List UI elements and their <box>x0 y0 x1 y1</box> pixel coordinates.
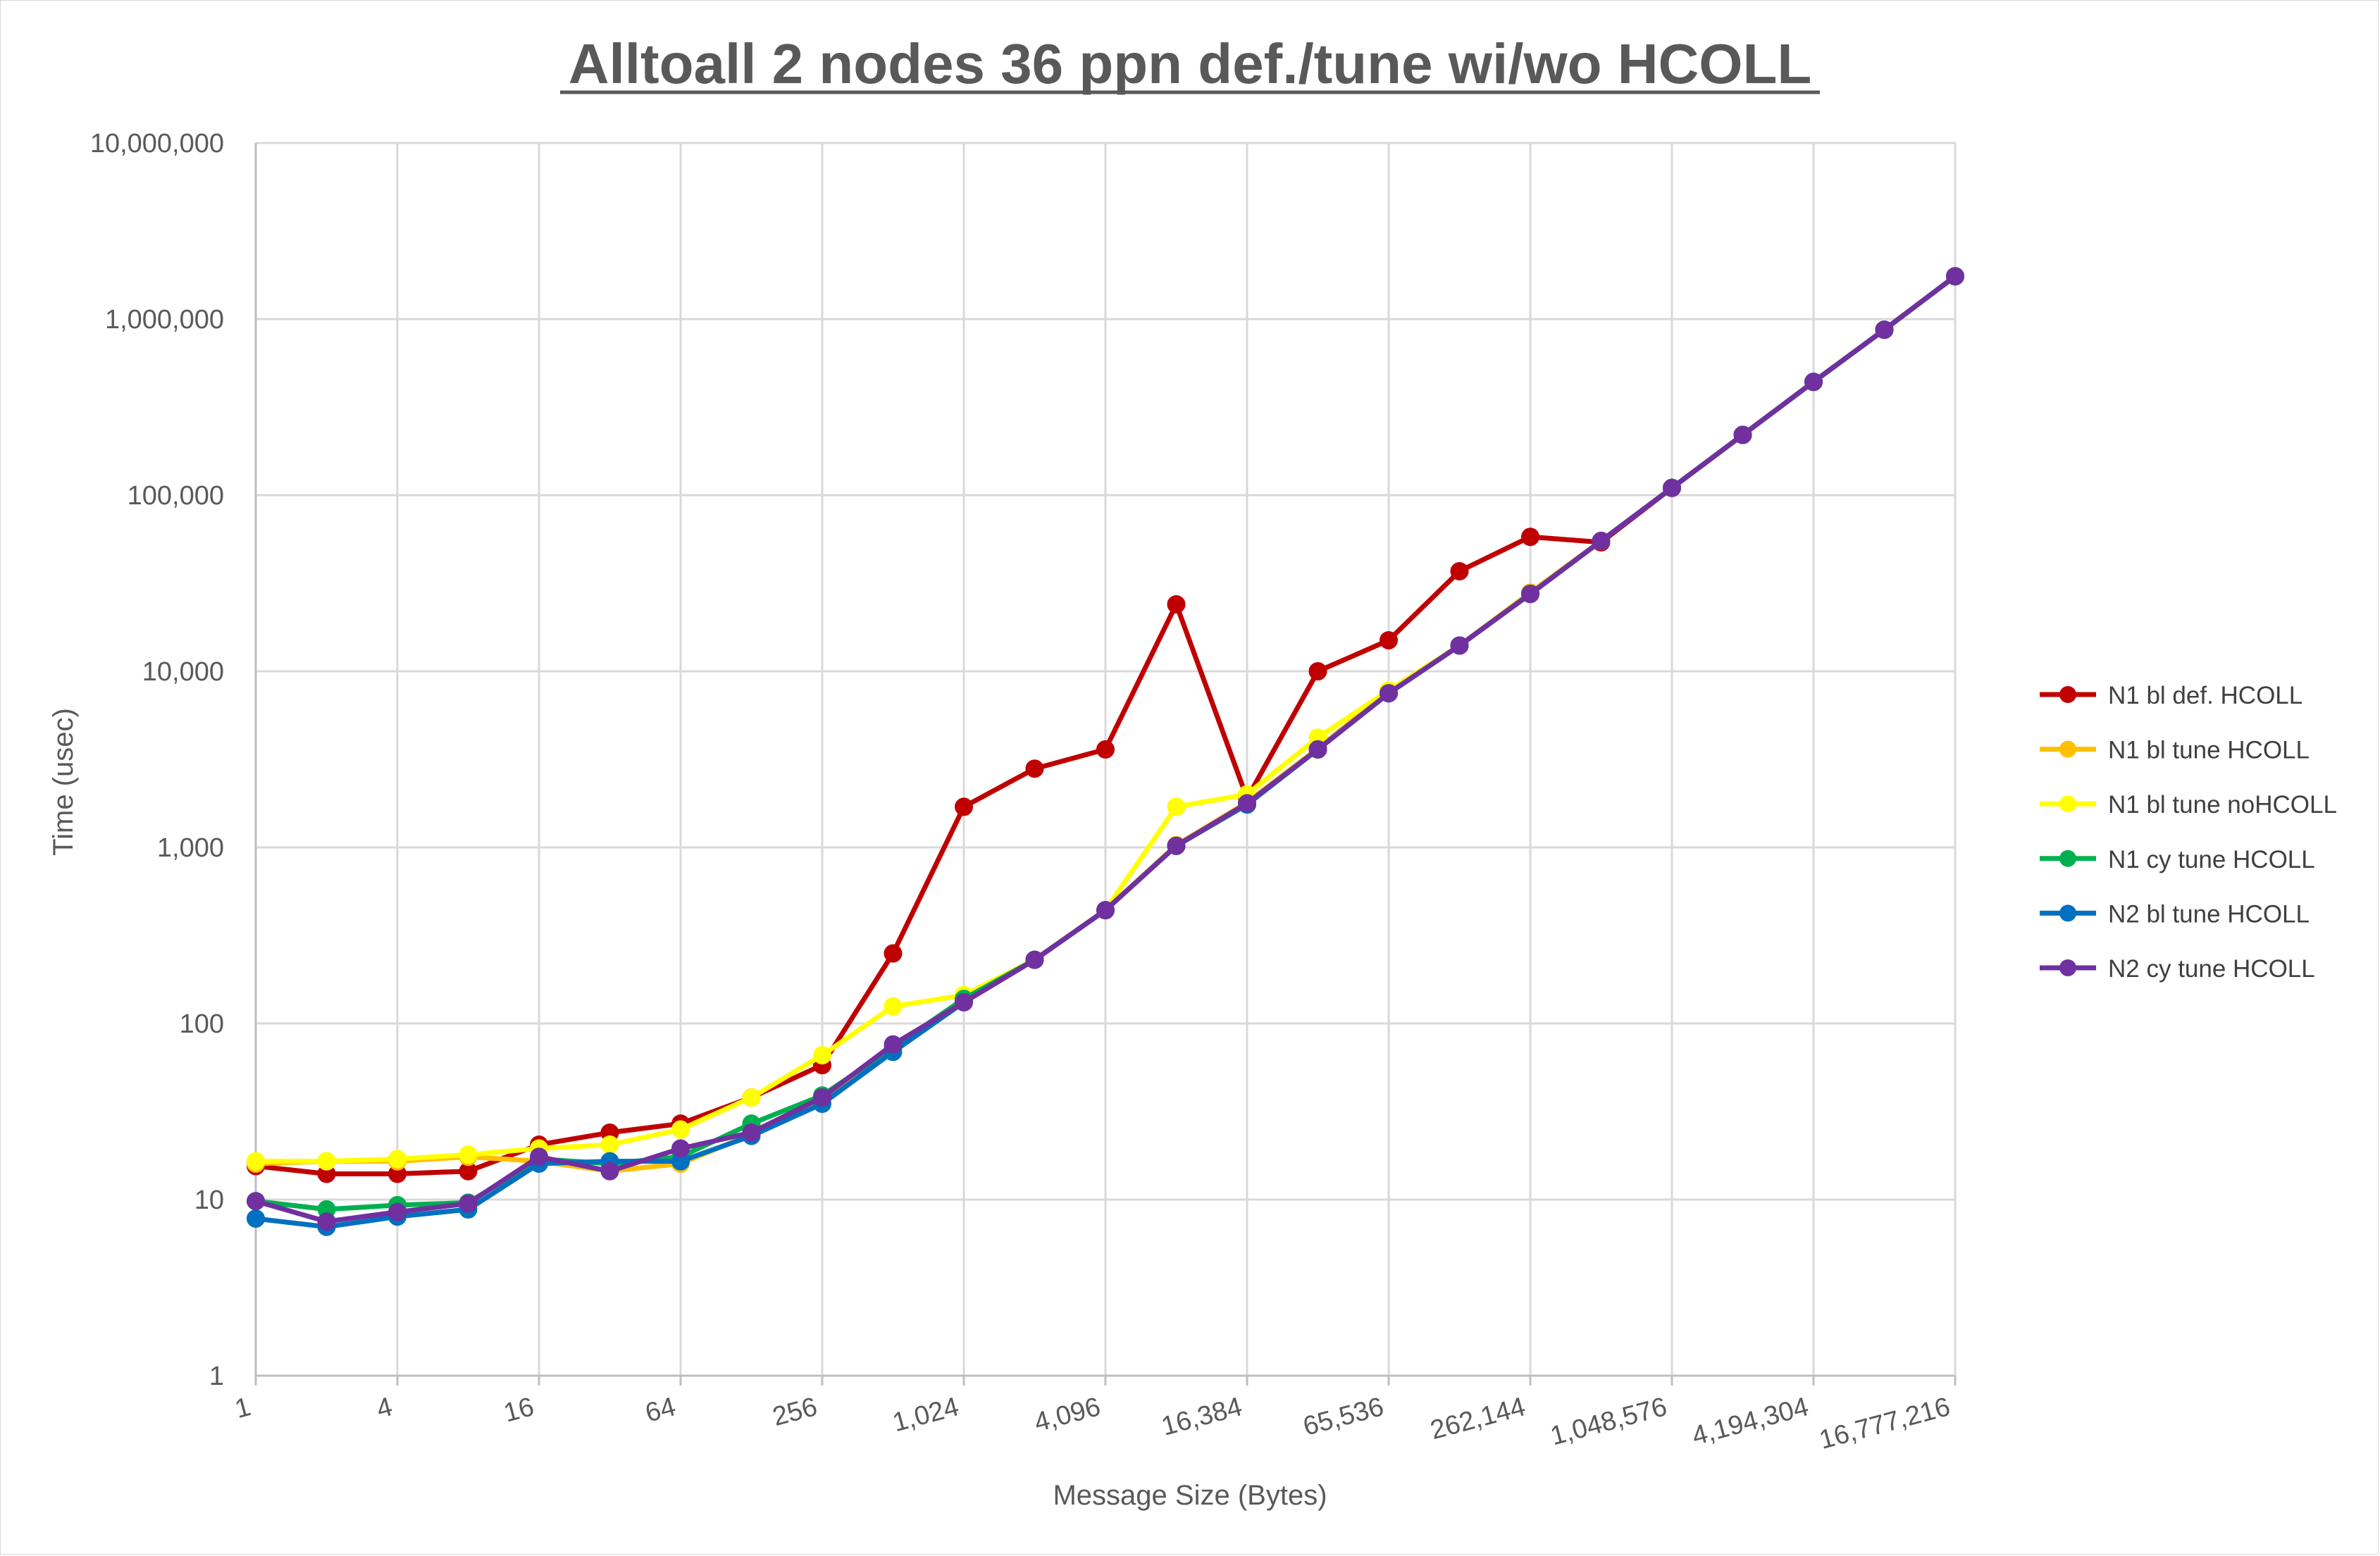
data-point <box>459 1194 478 1213</box>
y-tick-labels: 1 10 100 1,000 10,000 100,000 1,000,000 10,000,… <box>90 129 224 1391</box>
data-point <box>247 1152 265 1171</box>
x-axis-title: Message Size (Bytes) <box>1053 1480 1327 1511</box>
series-layer <box>247 267 1964 1236</box>
legend-item: N2 cy tune HCOLL <box>2040 955 2315 983</box>
data-point <box>1663 478 1681 497</box>
data-point <box>955 797 973 816</box>
data-point <box>1521 585 1539 604</box>
data-point <box>1167 836 1186 855</box>
x-tick-label: 1,024 <box>890 1392 962 1438</box>
data-point <box>1096 901 1115 920</box>
data-point <box>1450 636 1469 655</box>
legend-label: N2 cy tune HCOLL <box>2108 955 2315 983</box>
y-tick-label: 10,000 <box>142 657 224 687</box>
data-point <box>1308 740 1327 759</box>
chart-title: Alltoall 2 nodes 36 ppn def./tune wi/wo … <box>569 32 1812 95</box>
data-point <box>884 997 903 1016</box>
axes <box>254 143 1957 1386</box>
data-point <box>317 1152 336 1171</box>
data-point <box>1308 662 1327 680</box>
legend-item: N2 bl tune HCOLL <box>2040 900 2310 928</box>
data-point <box>1521 528 1539 547</box>
legend-item: N1 cy tune HCOLL <box>2040 846 2315 873</box>
series-5 <box>247 267 1964 1231</box>
x-tick-label: 64 <box>643 1392 679 1429</box>
x-tick-label: 1 <box>232 1392 254 1424</box>
legend-marker <box>2059 959 2076 976</box>
y-tick-label: 100 <box>180 1009 224 1039</box>
data-point <box>1946 267 1964 286</box>
data-point <box>1167 595 1186 614</box>
data-point <box>459 1145 478 1164</box>
x-tick-label: 16,384 <box>1158 1392 1245 1442</box>
legend-marker <box>2059 740 2076 758</box>
data-point <box>1733 425 1752 444</box>
x-tick-label: 4,194,304 <box>1689 1392 1811 1451</box>
legend-marker <box>2059 849 2076 867</box>
data-point <box>955 992 973 1012</box>
y-tick-label: 10,000,000 <box>90 129 224 158</box>
y-axis-title: Time (usec) <box>48 708 79 856</box>
x-tick-labels: 1 4 16 64 256 1,024 4,096 16,384 65,536 262,144 1,… <box>232 1392 1953 1455</box>
data-point <box>671 1139 690 1158</box>
y-tick-label: 100,000 <box>128 481 224 511</box>
legend-marker <box>2059 686 2076 703</box>
data-point <box>1025 759 1044 778</box>
data-point <box>1025 950 1044 969</box>
data-point <box>813 1088 831 1107</box>
x-tick-label: 4,096 <box>1031 1392 1104 1438</box>
data-point <box>530 1147 548 1166</box>
data-point <box>671 1120 690 1139</box>
data-point <box>1238 794 1256 813</box>
legend-label: N1 bl def. HCOLL <box>2108 682 2302 709</box>
y-tick-label: 1,000 <box>157 833 224 863</box>
data-point <box>1096 740 1115 759</box>
legend-item: N1 bl tune noHCOLL <box>2040 791 2337 819</box>
y-tick-label: 10 <box>194 1185 224 1215</box>
data-point <box>1804 373 1823 392</box>
legend-item: N1 bl tune HCOLL <box>2040 737 2310 764</box>
x-tick-label: 16 <box>501 1392 538 1429</box>
legend: N1 bl def. HCOLL N1 bl tune HCOLL N1 bl tu… <box>2040 682 2337 983</box>
legend-label: N1 bl tune noHCOLL <box>2108 791 2337 819</box>
legend-label: N2 bl tune HCOLL <box>2108 900 2310 928</box>
data-point <box>600 1135 619 1154</box>
data-point <box>388 1150 407 1169</box>
data-point <box>813 1046 831 1065</box>
x-tick-label: 65,536 <box>1300 1392 1387 1442</box>
gridlines <box>256 142 1957 1376</box>
y-tick-label: 1,000,000 <box>105 305 224 335</box>
x-tick-label: 16,777,216 <box>1816 1392 1954 1455</box>
data-point <box>884 1035 903 1054</box>
x-tick-label: 262,144 <box>1427 1392 1529 1445</box>
data-point <box>884 944 903 963</box>
legend-item: N1 bl def. HCOLL <box>2040 682 2302 709</box>
y-tick-label: 1 <box>209 1362 224 1391</box>
data-point <box>1380 684 1398 703</box>
data-point <box>1167 797 1186 816</box>
legend-marker <box>2059 795 2076 813</box>
data-point <box>1380 630 1398 649</box>
data-point <box>388 1202 407 1221</box>
legend-label: N1 bl tune HCOLL <box>2108 737 2310 764</box>
data-point <box>1450 561 1469 580</box>
data-point <box>742 1123 761 1142</box>
data-point <box>1875 320 1894 340</box>
x-tick-label: 1,048,576 <box>1547 1392 1670 1451</box>
data-point <box>247 1209 265 1228</box>
x-tick-label: 256 <box>769 1392 820 1432</box>
legend-marker <box>2059 904 2076 922</box>
data-point <box>247 1192 265 1211</box>
data-point <box>317 1212 336 1231</box>
data-point <box>742 1088 761 1107</box>
data-point <box>600 1162 619 1181</box>
legend-label: N1 cy tune HCOLL <box>2108 846 2315 873</box>
data-point <box>1592 531 1611 550</box>
x-tick-label: 4 <box>373 1392 395 1424</box>
